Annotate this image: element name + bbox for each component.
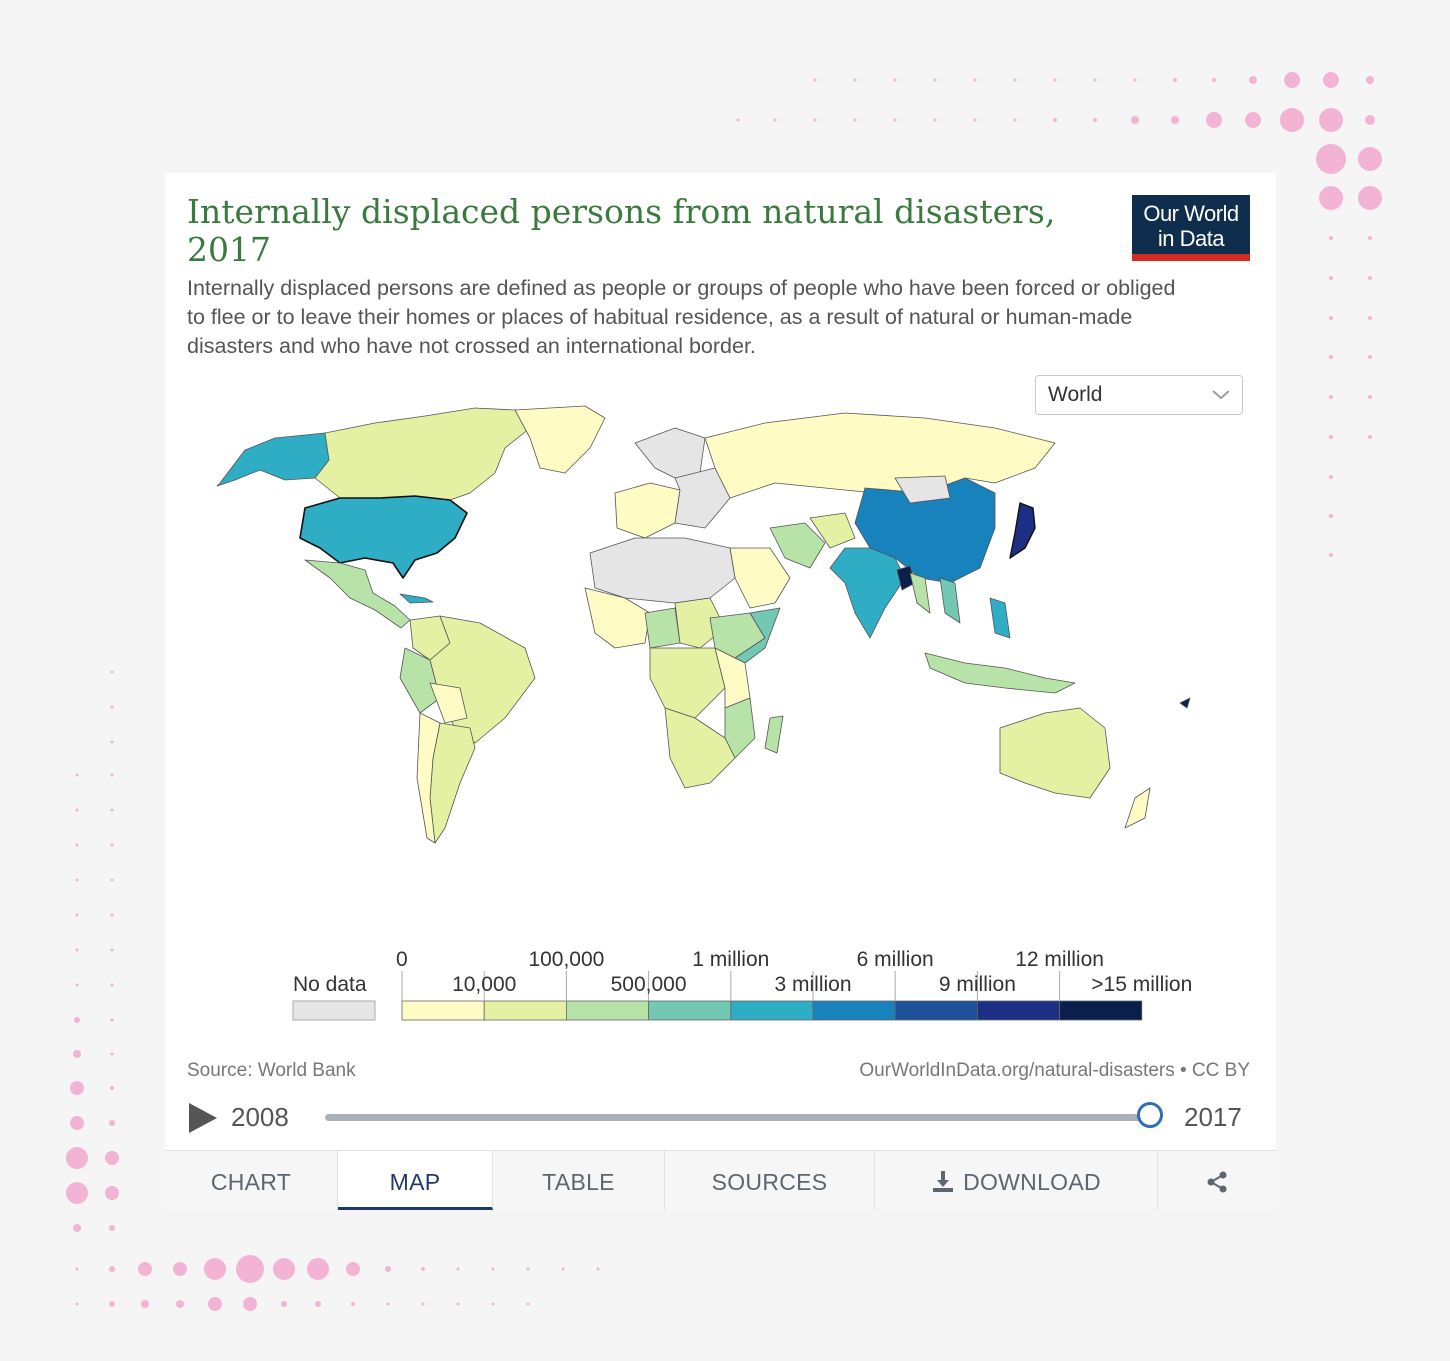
country-new-zealand	[1124, 787, 1151, 829]
country-iran	[769, 522, 826, 569]
tab-sources[interactable]: SOURCES	[665, 1151, 875, 1210]
country-mexico	[304, 559, 411, 629]
country-west-africa	[584, 587, 651, 649]
legend-no-data-label: No data	[293, 973, 367, 996]
owid-logo[interactable]: Our World in Data	[1132, 195, 1250, 261]
country-japan	[1009, 502, 1036, 559]
tab-bar: CHART MAP TABLE SOURCES DOWNLOAD	[165, 1150, 1276, 1210]
play-icon[interactable]	[189, 1103, 217, 1133]
country-madagascar	[764, 715, 784, 754]
chevron-down-icon	[1212, 390, 1230, 400]
tab-map[interactable]: MAP	[338, 1151, 493, 1210]
tab-chart-label: CHART	[210, 1169, 292, 1195]
legend-label: 9 million	[939, 973, 1016, 996]
legend-swatch	[977, 1000, 1061, 1021]
country-china	[854, 477, 996, 584]
tab-map-label: MAP	[389, 1169, 441, 1195]
logo-accent-bar	[1132, 254, 1250, 261]
source-url[interactable]: OurWorldInData.org/natural-disasters • C…	[859, 1060, 1250, 1081]
logo-line-1: Our World	[1143, 201, 1239, 226]
country-australia	[999, 707, 1111, 799]
country-southern-africa	[664, 707, 736, 789]
chart-card: Internally displaced persons from natura…	[165, 173, 1276, 1210]
country-usa	[299, 495, 468, 579]
country-vietnam	[939, 577, 961, 624]
legend-swatch	[401, 1000, 485, 1021]
country-cuba	[399, 593, 434, 604]
country-indonesia	[924, 652, 1076, 694]
legend-label: 100,000	[528, 948, 604, 971]
country-north-africa	[589, 537, 736, 604]
legend-swatch	[483, 1000, 567, 1021]
country-india	[829, 547, 906, 639]
country-afghanistan	[809, 512, 856, 549]
timeline-track[interactable]	[325, 1114, 1155, 1121]
country-arabia	[729, 547, 791, 609]
country-myanmar	[909, 572, 931, 614]
world-map[interactable]	[205, 398, 1225, 848]
timeline-end-year: 2017	[1184, 1102, 1242, 1132]
tab-table[interactable]: TABLE	[493, 1151, 665, 1210]
legend-label: 500,000	[611, 973, 687, 996]
legend-swatch	[894, 1000, 978, 1021]
source-text: Source: World Bank	[187, 1060, 356, 1081]
country-peru	[399, 647, 441, 714]
timeline-handle[interactable]	[1137, 1102, 1163, 1128]
legend-label: 10,000	[452, 973, 516, 996]
tab-table-label: TABLE	[542, 1169, 615, 1195]
legend-label: 3 million	[774, 973, 851, 996]
country-greenland	[514, 405, 606, 474]
country-europe-west	[614, 482, 681, 539]
legend-label: 0	[396, 948, 408, 971]
country-mozambique	[724, 697, 756, 759]
country-philippines	[989, 597, 1011, 639]
legend-swatch	[730, 1000, 814, 1021]
country-canada	[314, 407, 531, 501]
legend-label: 6 million	[857, 948, 934, 971]
country-sudan	[674, 597, 726, 649]
region-select-value: World	[1048, 383, 1103, 406]
tab-sources-label: SOURCES	[711, 1169, 828, 1195]
tab-chart[interactable]: CHART	[165, 1151, 338, 1210]
legend-label-last: >15 million	[1091, 973, 1192, 996]
legend-no-data-swatch	[292, 1000, 376, 1021]
country-nigeria	[644, 607, 681, 649]
timeline: 2008 2017	[165, 1093, 1276, 1143]
country-alaska	[216, 432, 330, 487]
download-icon	[933, 1171, 954, 1192]
country-pacific-island	[1179, 697, 1191, 709]
timeline-start-year: 2008	[231, 1102, 289, 1132]
chart-subtitle: Internally displaced persons are defined…	[187, 276, 1176, 358]
legend-swatch	[812, 1000, 896, 1021]
share-button[interactable]	[1158, 1151, 1276, 1210]
country-mongolia	[894, 475, 951, 504]
country-chile	[416, 712, 441, 844]
tab-download[interactable]: DOWNLOAD	[875, 1151, 1158, 1210]
chart-title: Internally displaced persons from natura…	[187, 192, 1056, 269]
country-bolivia	[429, 682, 468, 724]
tab-download-label: DOWNLOAD	[963, 1169, 1101, 1195]
legend-swatch	[648, 1000, 732, 1021]
legend-swatch	[1059, 1000, 1143, 1021]
country-russia	[704, 412, 1056, 499]
logo-line-2: in Data	[1157, 226, 1225, 251]
share-icon	[1207, 1171, 1227, 1193]
country-central-africa	[649, 647, 726, 719]
country-europe-north	[634, 427, 706, 479]
legend-label: 1 million	[692, 948, 769, 971]
legend-label: 12 million	[1015, 948, 1104, 971]
legend-swatch	[565, 1000, 649, 1021]
region-select[interactable]: World	[1035, 375, 1243, 415]
